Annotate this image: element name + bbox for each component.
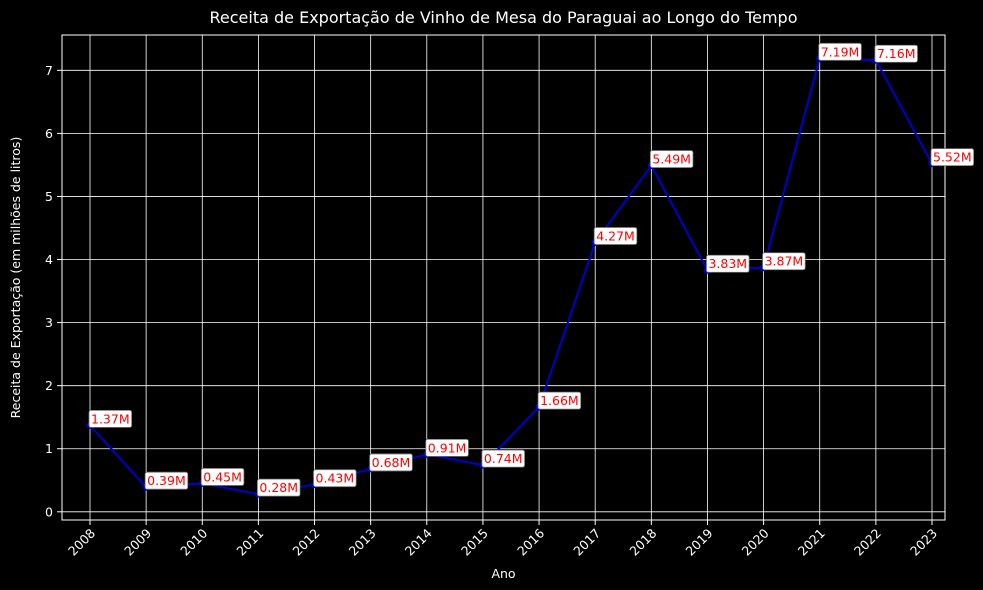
- data-label-box: [706, 254, 750, 273]
- data-label-box: [88, 409, 133, 428]
- x-tick-label: 2012: [290, 526, 323, 559]
- x-tick-label: 2014: [402, 525, 435, 558]
- series-line: [89, 57, 933, 496]
- x-tick-label: 2020: [739, 525, 772, 558]
- y-tick-label: 2: [45, 378, 53, 393]
- data-label: 3.87M: [762, 252, 806, 271]
- grid: [62, 35, 945, 520]
- data-label: 7.19M: [818, 42, 862, 61]
- x-tick-label: 2011: [233, 526, 266, 559]
- data-label-text: 5.52M: [933, 150, 972, 165]
- data-label: 5.52M: [930, 148, 975, 167]
- data-labels: 1.37M 0.39M 0.45M 0.28M 0.43M 0.68M 0.91M 0.74M…: [88, 42, 975, 497]
- data-label-text: 0.43M: [316, 471, 355, 486]
- data-label: 0.74M: [481, 449, 525, 468]
- data-label-text: 7.19M: [821, 44, 860, 59]
- data-label-box: [930, 148, 975, 167]
- data-label: 0.68M: [369, 453, 413, 472]
- data-label: 1.66M: [537, 391, 582, 410]
- data-label-box: [593, 227, 638, 245]
- y-tick-label: 1: [45, 441, 53, 456]
- data-label-text: 0.68M: [372, 455, 411, 470]
- data-label: 3.83M: [706, 254, 750, 273]
- x-axis-label: Ano: [491, 566, 515, 581]
- data-label-text: 0.91M: [428, 440, 467, 455]
- y-tick-label: 0: [45, 504, 53, 519]
- data-label-text: 1.66M: [540, 393, 579, 408]
- data-label: 1.37M: [88, 409, 133, 428]
- data-label-box: [369, 453, 413, 472]
- data-label-text: 3.83M: [708, 256, 747, 271]
- x-tick-label: 2013: [346, 526, 379, 559]
- data-label-box: [313, 469, 357, 488]
- data-label-box: [649, 150, 694, 168]
- x-tick-label: 2015: [458, 526, 491, 559]
- chart-title: Receita de Exportação de Vinho de Mesa d…: [210, 8, 798, 27]
- y-tick-label: 3: [45, 315, 53, 330]
- y-tick-label: 4: [45, 252, 53, 267]
- data-label-text: 1.37M: [91, 411, 130, 426]
- y-axis: 0 1 2 3 4 5 6 7: [45, 63, 62, 519]
- data-label-box: [481, 449, 525, 468]
- data-label: 0.43M: [313, 469, 357, 488]
- data-label-text: 7.16M: [877, 46, 916, 61]
- x-tick-label: 2019: [682, 525, 715, 558]
- data-label-box: [256, 478, 301, 497]
- data-label-text: 4.27M: [596, 228, 635, 243]
- data-label: 4.27M: [593, 227, 638, 245]
- data-label-box: [874, 44, 918, 63]
- x-tick-label: 2008: [65, 525, 98, 558]
- data-label-text: 0.28M: [259, 480, 298, 495]
- data-label: 0.91M: [425, 439, 469, 457]
- data-label-text: 3.87M: [765, 254, 804, 269]
- data-label: 0.28M: [256, 478, 301, 497]
- data-label-text: 0.74M: [484, 451, 523, 466]
- plot-frame: [61, 34, 946, 521]
- data-label: 0.39M: [144, 471, 189, 490]
- data-label: 5.49M: [649, 150, 694, 168]
- data-label-text: 5.49M: [652, 152, 691, 167]
- x-tick-label: 2021: [795, 526, 828, 559]
- data-label-box: [818, 42, 862, 61]
- x-tick-label: 2023: [907, 526, 940, 559]
- y-axis-label: Receita de Exportação (em milhões de lit…: [8, 137, 23, 419]
- y-tick-label: 5: [45, 189, 53, 204]
- data-label-box: [200, 468, 245, 486]
- x-tick-label: 2022: [851, 526, 884, 559]
- data-label: 7.16M: [874, 44, 918, 63]
- data-label-box: [762, 252, 806, 271]
- x-tick-label: 2009: [121, 525, 154, 558]
- y-tick-label: 6: [45, 126, 53, 141]
- series-layer: [86, 54, 936, 498]
- data-label-box: [425, 439, 469, 457]
- x-tick-label: 2010: [177, 525, 210, 558]
- data-label-box: [144, 471, 189, 490]
- x-tick-label: 2018: [626, 525, 659, 558]
- x-axis: 2008 2009 2010 2011 2012 2013 2014 2015 2016 2017…: [65, 520, 940, 559]
- data-label-text: 0.45M: [203, 469, 242, 484]
- data-label: 0.45M: [200, 468, 245, 486]
- data-label-box: [537, 391, 582, 410]
- data-label-text: 0.39M: [147, 473, 186, 488]
- y-tick-label: 7: [45, 63, 53, 78]
- x-tick-label: 2016: [514, 525, 547, 558]
- x-tick-label: 2017: [570, 526, 603, 559]
